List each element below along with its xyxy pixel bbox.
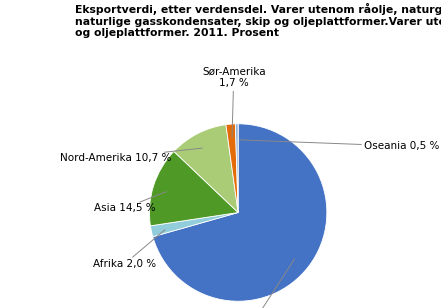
Text: Nord-Amerika 10,7 %: Nord-Amerika 10,7 % (60, 148, 202, 163)
Wedge shape (150, 213, 238, 237)
Text: Asia 14,5 %: Asia 14,5 % (94, 192, 166, 213)
Text: Oseania 0,5 %: Oseania 0,5 % (240, 140, 440, 151)
Text: Afrika 2,0 %: Afrika 2,0 % (93, 230, 165, 269)
Wedge shape (153, 124, 327, 301)
Wedge shape (226, 124, 238, 213)
Wedge shape (149, 152, 238, 226)
Wedge shape (235, 124, 238, 213)
Text: Eksportverdi, etter verdensdel. Varer utenom råolje, naturgass,
naturlige gassko: Eksportverdi, etter verdensdel. Varer ut… (75, 3, 441, 38)
Wedge shape (174, 125, 238, 213)
Text: Sør-Amerika
1,7 %: Sør-Amerika 1,7 % (202, 67, 265, 137)
Text: Europa 70,6 %: Europa 70,6 % (207, 259, 295, 308)
